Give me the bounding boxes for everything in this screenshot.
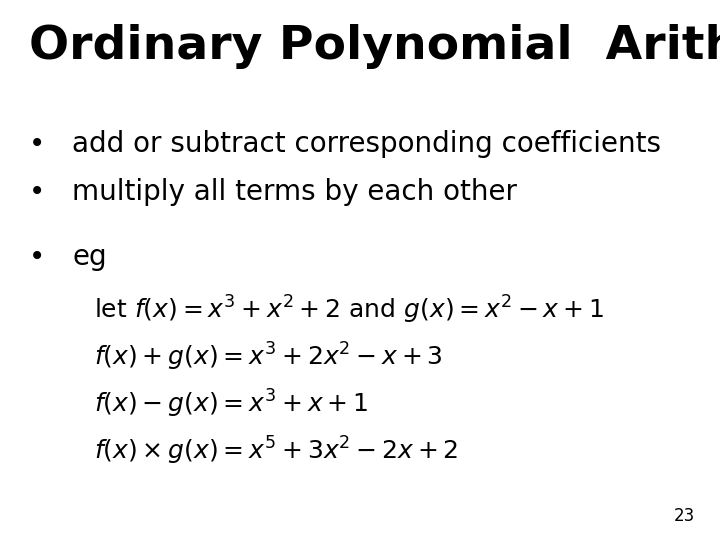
Text: •: •	[29, 243, 45, 271]
Text: Ordinary Polynomial  Arithmetic: Ordinary Polynomial Arithmetic	[29, 24, 720, 69]
Text: $\mathit{f}(x) - \mathit{g}(x) = x^3 + x + 1$: $\mathit{f}(x) - \mathit{g}(x) = x^3 + x…	[94, 388, 368, 421]
Text: $\mathit{f}(x) + \mathit{g}(x) = x^3 + 2x^2 - x + 3$: $\mathit{f}(x) + \mathit{g}(x) = x^3 + 2…	[94, 341, 442, 374]
Text: eg: eg	[72, 243, 107, 271]
Text: •: •	[29, 178, 45, 206]
Text: 23: 23	[673, 507, 695, 525]
Text: $\mathit{f}(x) \times \mathit{g}(x) = x^5 + 3x^2 - 2x + 2$: $\mathit{f}(x) \times \mathit{g}(x) = x^…	[94, 435, 458, 468]
Text: multiply all terms by each other: multiply all terms by each other	[72, 178, 517, 206]
Text: let $\mathit{f}(x) = x^3 + x^2 + 2$ and $\mathit{g}(x) = x^2 - x + 1$: let $\mathit{f}(x) = x^3 + x^2 + 2$ and …	[94, 294, 603, 327]
Text: •: •	[29, 130, 45, 158]
Text: add or subtract corresponding coefficients: add or subtract corresponding coefficien…	[72, 130, 661, 158]
